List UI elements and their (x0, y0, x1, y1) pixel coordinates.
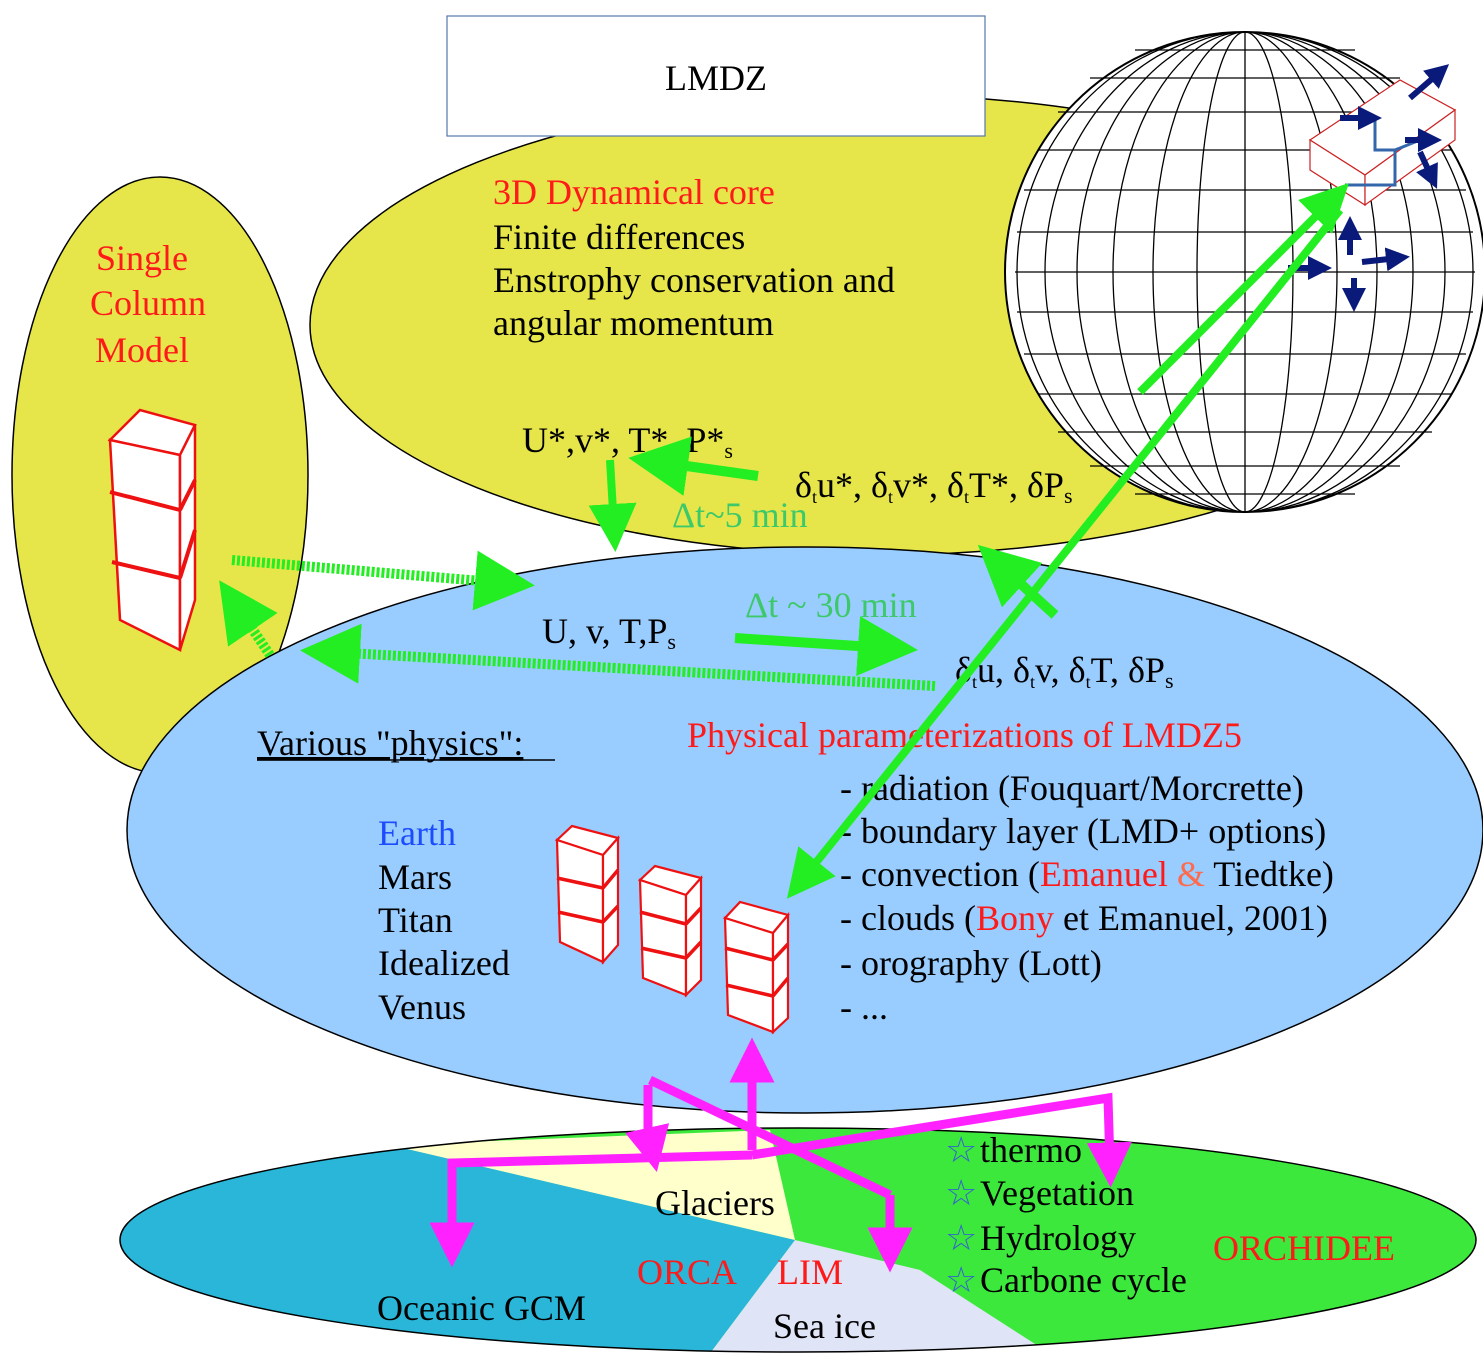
label-sea-ice: Sea ice (773, 1306, 876, 1346)
param-clouds: - clouds (Bony et Emanuel, 2001) (840, 898, 1328, 938)
arrow-star-to-phys (588, 459, 637, 552)
star-tendencies: δtu*, δtv*, δtT*, δPs (795, 465, 1073, 508)
planet-idealized: Idealized (378, 943, 510, 983)
physics-heading: Various "physics": (257, 723, 523, 763)
dyn-core-line-2: Enstrophy conservation and (493, 260, 895, 300)
base-vars: U, v, T,Ps (542, 611, 676, 654)
dotted-scm-to-phys (231, 550, 535, 611)
arrow-phys-to-dyn (977, 544, 1059, 619)
physics-column-2 (637, 864, 704, 998)
star-icon: ☆ (945, 1130, 977, 1170)
land-items: ☆ thermo ☆ Vegetation ☆ Hydrology ☆ Carb… (945, 1130, 1187, 1300)
physics-column-3 (722, 900, 790, 1035)
param-radiation: - radiation (Fouquart/Morcrette) (840, 768, 1304, 808)
planet-mars: Mars (378, 857, 452, 897)
label-orchidee: ORCHIDEE (1213, 1228, 1395, 1268)
surface-ellipse (119, 1127, 1477, 1353)
scm-line-1: Single (96, 238, 188, 278)
dyn-core-line-3: angular momentum (493, 303, 774, 343)
star-vars: U*,v*, T*, P*s (522, 420, 733, 463)
title-box (446, 15, 986, 137)
physics-ellipse (126, 546, 1483, 1114)
dyn-core-line-1: Finite differences (493, 217, 745, 257)
dt-dynamics: Δt~5 min (672, 495, 808, 535)
land-item-thermo: thermo (980, 1130, 1082, 1170)
param-orography: - orography (Lott) (840, 943, 1102, 983)
dt-physics: Δt ~ 30 min (745, 585, 917, 625)
scm-line-2: Column (90, 283, 206, 323)
land-item-hydrology: Hydrology (980, 1218, 1136, 1258)
dotted-phys-to-scm (300, 623, 936, 691)
arrow-tend-to-star (628, 436, 759, 496)
param-more: - ... (840, 987, 888, 1027)
label-ocean-gcm: Oceanic GCM (377, 1288, 586, 1328)
label-glaciers: Glaciers (655, 1183, 775, 1223)
arrow-physics-globe (1137, 183, 1349, 395)
coupling-arrows (429, 1037, 1132, 1273)
land-item-vegetation: Vegetation (980, 1173, 1134, 1213)
planet-titan: Titan (378, 900, 453, 940)
arrow-base-to-tend (734, 616, 918, 676)
arrow-globe-physics (786, 207, 1344, 899)
green-arrows (219, 183, 1349, 899)
globe (1004, 31, 1483, 513)
seaice-region (705, 1240, 1060, 1352)
land-item-carbon: Carbone cycle (980, 1260, 1187, 1300)
scm-line-3: Model (95, 330, 189, 370)
title-text: LMDZ (665, 58, 767, 98)
physics-columns (554, 824, 790, 1035)
star-icon: ☆ (945, 1173, 977, 1213)
base-tendencies: δtu, δtv, δtT, δPs (955, 650, 1174, 693)
scm-column (107, 408, 197, 653)
param-boundary: - boundary layer (LMD+ options) (840, 811, 1326, 851)
physics-column-1 (554, 824, 621, 965)
star-icon: ☆ (945, 1260, 977, 1300)
label-orca: ORCA (637, 1252, 737, 1292)
planet-earth: Earth (378, 813, 456, 853)
param-convection: - convection (Emanuel & Tiedtke) (840, 854, 1334, 894)
star-icon: ☆ (945, 1218, 977, 1258)
dyn-core-heading: 3D Dynamical core (493, 172, 775, 212)
param-title: Physical parameterizations of LMDZ5 (687, 715, 1242, 755)
label-lim: LIM (777, 1252, 843, 1292)
dotted-up-to-scm (219, 580, 278, 658)
planet-venus: Venus (378, 987, 466, 1027)
